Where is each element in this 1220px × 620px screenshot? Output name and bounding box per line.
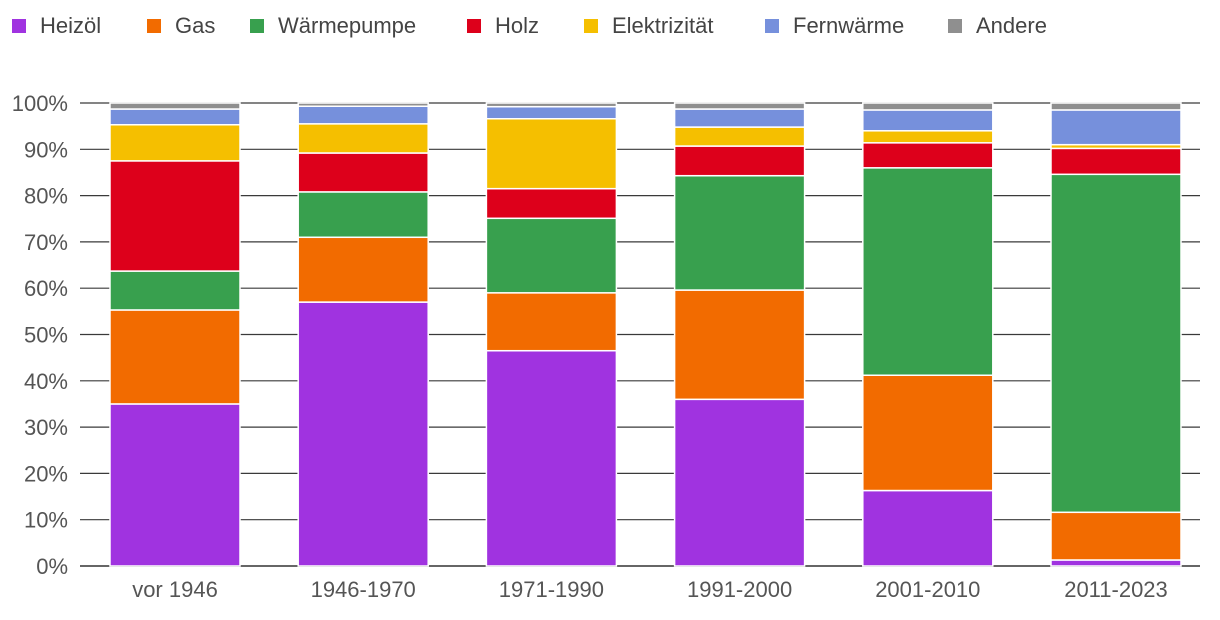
bar-waermepumpe-2011-2023 <box>1050 173 1182 514</box>
legend-swatch-heizoel <box>12 19 26 33</box>
bar-fernwaerme-1991-2000 <box>673 108 806 128</box>
bar-fernwaerme-1946-1970 <box>297 105 429 125</box>
bar-fernwaerme-2011-2023 <box>1050 109 1182 146</box>
bar-andere-2011-2023 <box>1050 102 1182 111</box>
bar-gas-1946-1970 <box>297 236 429 303</box>
bar-elektrizitaet-vor-1946 <box>109 124 241 162</box>
y-tick-label: 60% <box>24 276 68 301</box>
bar-waermepumpe-1971-1990 <box>485 217 618 294</box>
legend-label-gas: Gas <box>175 13 215 38</box>
bar-gas-1971-1990 <box>485 292 618 352</box>
y-tick-label: 30% <box>24 415 68 440</box>
bar-elektrizitaet-1991-2000 <box>673 126 806 147</box>
chart-legend: Heizöl Gas Wärmepumpe Holz Elektrizität Fernw… <box>12 13 1047 38</box>
legend-swatch-holz <box>467 19 481 33</box>
bar-holz-1971-1990 <box>485 187 618 220</box>
bar-andere-2001-2010 <box>862 102 994 111</box>
bar-holz-1946-1970 <box>297 152 429 193</box>
legend-swatch-andere <box>948 19 962 33</box>
legend-label-fernwaerme: Fernwärme <box>793 13 904 38</box>
y-tick-label: 0% <box>36 554 68 579</box>
bar-waermepumpe-1946-1970 <box>297 191 429 239</box>
bar-elektrizitaet-1971-1990 <box>485 117 618 190</box>
bar-waermepumpe-1991-2000 <box>673 174 806 291</box>
y-tick-label: 90% <box>24 137 68 162</box>
legend-swatch-fernwaerme <box>765 19 779 33</box>
bar-holz-2011-2023 <box>1050 147 1182 176</box>
x-tick-label: vor 1946 <box>132 577 218 602</box>
bar-heizoel-1971-1990 <box>485 349 618 567</box>
y-tick-label: 70% <box>24 230 68 255</box>
bar-waermepumpe-2001-2010 <box>862 167 994 376</box>
y-tick-label: 50% <box>24 323 68 348</box>
legend-swatch-elektrizitaet <box>584 19 598 33</box>
bar-fernwaerme-1971-1990 <box>485 105 618 120</box>
bar-fernwaerme-vor-1946 <box>109 108 241 126</box>
bar-holz-vor-1946 <box>109 160 241 272</box>
legend-swatch-gas <box>147 19 161 33</box>
x-tick-label: 1946-1970 <box>311 577 416 602</box>
bar-heizoel-2001-2010 <box>862 489 994 567</box>
x-axis: vor 1946 1946-1970 1971-1990 1991-2000 2001-… <box>132 577 1168 602</box>
bar-andere-vor-1946 <box>109 102 241 110</box>
bar-heizoel-vor-1946 <box>109 403 241 567</box>
legend-swatch-waermepumpe <box>250 19 264 33</box>
bar-andere-1946-1970 <box>297 102 429 107</box>
bar-fernwaerme-2001-2010 <box>862 109 994 132</box>
bar-andere-1971-1990 <box>485 102 618 108</box>
bar-elektrizitaet-1946-1970 <box>297 123 429 154</box>
bar-gas-1991-2000 <box>673 289 806 401</box>
bar-waermepumpe-vor-1946 <box>109 270 241 311</box>
bar-heizoel-2011-2023 <box>1050 559 1182 567</box>
bar-elektrizitaet-2001-2010 <box>862 130 994 144</box>
legend-label-waermepumpe: Wärmepumpe <box>278 13 416 38</box>
y-tick-label: 100% <box>12 91 68 116</box>
bar-heizoel-1946-1970 <box>297 301 429 567</box>
gridlines <box>80 102 1200 567</box>
y-tick-label: 20% <box>24 461 68 486</box>
x-tick-label: 2001-2010 <box>875 577 980 602</box>
bar-gas-vor-1946 <box>109 309 241 405</box>
bar-gas-2001-2010 <box>862 374 994 492</box>
legend-label-holz: Holz <box>495 13 539 38</box>
legend-label-elektrizitaet: Elektrizität <box>612 13 713 38</box>
y-tick-label: 80% <box>24 184 68 209</box>
y-axis: 0% 10% 20% 30% 40% 50% 60% 70% 80% 90% 100% <box>12 91 68 579</box>
y-tick-label: 40% <box>24 369 68 394</box>
bar-gas-2011-2023 <box>1050 511 1182 561</box>
x-tick-label: 1991-2000 <box>687 577 792 602</box>
legend-label-heizoel: Heizöl <box>40 13 101 38</box>
bars <box>109 102 1182 567</box>
y-tick-label: 10% <box>24 508 68 533</box>
bar-holz-1991-2000 <box>673 145 806 177</box>
bar-holz-2001-2010 <box>862 142 994 169</box>
bar-andere-1991-2000 <box>673 102 806 110</box>
x-tick-label: 1971-1990 <box>499 577 604 602</box>
x-tick-label: 2011-2023 <box>1064 577 1168 602</box>
legend-label-andere: Andere <box>976 13 1047 38</box>
bar-heizoel-1991-2000 <box>673 398 806 567</box>
